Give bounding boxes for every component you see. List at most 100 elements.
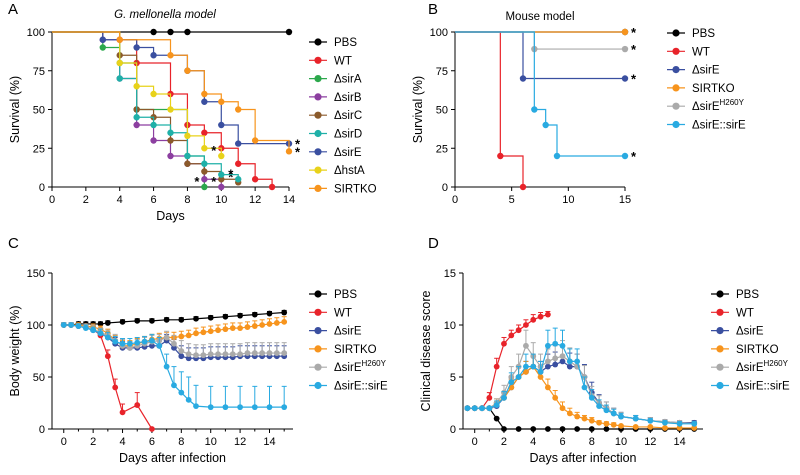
data-point <box>486 394 493 401</box>
legend-marker <box>716 308 724 316</box>
legend-marker <box>672 102 680 110</box>
data-point <box>90 327 97 334</box>
data-point <box>537 368 544 375</box>
data-point <box>618 413 624 420</box>
panel-label: C <box>8 235 19 252</box>
data-point <box>104 353 111 360</box>
y-tick-label: 25 <box>33 143 45 155</box>
data-point <box>218 176 225 183</box>
data-point <box>268 183 276 191</box>
data-point <box>523 322 529 328</box>
data-point <box>215 327 221 334</box>
legend-label: WT <box>334 55 352 67</box>
data-point <box>163 334 170 341</box>
y-tick-label: 0 <box>442 182 448 194</box>
x-tick-label: 6 <box>149 436 155 448</box>
legend-marker <box>672 29 680 37</box>
legend-marker <box>314 290 322 298</box>
panel-title: Mouse model <box>505 11 574 23</box>
x-tick-label: 4 <box>530 436 536 448</box>
data-point <box>222 351 229 358</box>
legend-label: ΔsirEH260Y <box>736 359 789 374</box>
data-point <box>581 415 588 422</box>
data-point <box>281 318 288 325</box>
legend-label: ΔsirD <box>334 129 362 141</box>
data-point <box>501 426 507 432</box>
significance-star: * <box>631 42 637 57</box>
legend-marker <box>314 363 322 371</box>
data-point <box>222 326 229 333</box>
data-point <box>281 350 288 356</box>
legend-label: WT <box>692 46 710 58</box>
data-point <box>515 374 522 380</box>
data-point <box>167 28 174 36</box>
x-tick-label: 5 <box>509 194 515 206</box>
legend-label-main: ΔsirE <box>692 101 720 113</box>
data-point <box>134 339 141 346</box>
data-point <box>200 352 207 359</box>
data-point <box>97 321 104 327</box>
data-point <box>486 405 493 412</box>
data-point <box>259 350 266 356</box>
data-point <box>515 426 522 432</box>
data-point <box>201 98 208 105</box>
data-point <box>75 323 82 329</box>
data-point <box>523 342 529 349</box>
significance-star: * <box>631 72 637 87</box>
data-point <box>215 351 221 358</box>
legend-label: ΔsirEH260Y <box>334 359 387 374</box>
y-tick-label: 75 <box>33 66 45 78</box>
y-tick-label: 100 <box>27 27 45 39</box>
data-point <box>82 325 89 332</box>
data-point <box>60 322 67 328</box>
data-point <box>266 350 273 356</box>
legend-marker <box>672 66 680 74</box>
data-point <box>218 98 225 105</box>
data-point <box>603 426 610 432</box>
data-point <box>185 355 192 362</box>
legend-marker <box>716 345 724 353</box>
data-point <box>68 322 75 328</box>
legend-label: PBS <box>692 28 715 40</box>
data-point <box>523 363 529 370</box>
legend-label: SIRTKO <box>334 344 377 356</box>
data-point <box>126 340 133 347</box>
data-point <box>471 405 478 412</box>
data-point <box>530 426 537 432</box>
legend-marker <box>314 308 322 316</box>
data-point <box>285 148 293 155</box>
data-point <box>134 402 141 408</box>
data-point <box>285 28 293 36</box>
data-point <box>229 325 236 332</box>
data-point <box>632 415 639 422</box>
data-point <box>167 106 174 113</box>
y-axis-label: Clinical disease score <box>419 291 433 412</box>
y-tick-label: 75 <box>436 66 448 78</box>
series-line <box>467 344 695 425</box>
data-point <box>112 384 119 391</box>
data-point <box>574 358 581 365</box>
data-point <box>237 404 243 411</box>
data-point <box>167 137 174 144</box>
x-tick-label: 14 <box>283 194 295 206</box>
significance-star: * <box>631 149 637 164</box>
data-point <box>237 325 243 332</box>
data-point <box>281 309 288 316</box>
y-tick-label: 0 <box>450 424 456 436</box>
significance-star: * <box>631 25 637 40</box>
data-point <box>119 409 126 416</box>
data-point <box>126 344 133 351</box>
data-point <box>479 405 485 412</box>
data-point <box>508 332 515 339</box>
data-point <box>519 183 527 191</box>
data-point <box>201 145 208 152</box>
x-tick-label: 6 <box>151 194 157 206</box>
data-point <box>200 329 207 336</box>
legend-marker <box>314 129 322 138</box>
y-tick-label: 10 <box>444 320 456 332</box>
legend-marker <box>672 84 680 92</box>
legend-label-main: ΔsirE <box>736 362 764 374</box>
data-point <box>552 361 559 368</box>
x-tick-label: 8 <box>178 436 184 448</box>
